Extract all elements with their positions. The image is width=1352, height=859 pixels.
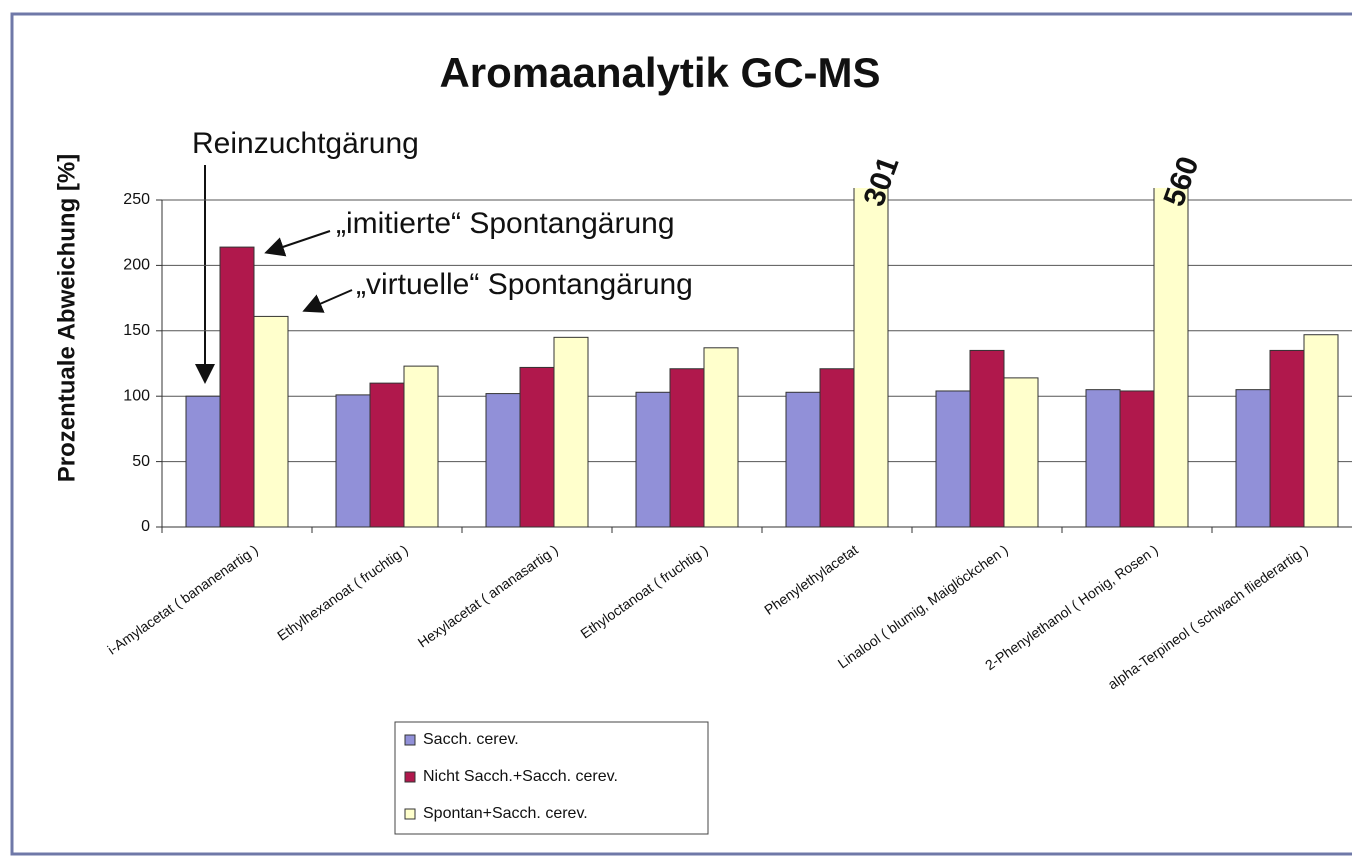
frame [10,12,1352,856]
x-tick-label: Phenylethylacetat [761,541,861,618]
bars [185,188,1339,528]
chart-title: Aromaanalytik GC-MS [439,49,880,96]
annotation-arrow [264,230,331,257]
x-tick-label: Ethylhexanoat ( fruchtig ) [274,541,411,643]
bar [703,347,739,528]
bar [219,246,255,528]
bar [1235,389,1271,528]
legend-label: Sacch. cerev. [423,731,519,748]
y-tick-label: 100 [123,387,150,404]
bar [485,393,521,528]
bar [1153,188,1189,528]
bar [819,368,855,528]
y-tick-label: 200 [123,257,150,274]
legend-swatch [404,771,416,783]
annotation: „imitierte“ Spontangärung [336,207,675,240]
bar [635,391,671,528]
x-tick-label: Linalool ( blumig, Maiglöckchen ) [835,541,1011,671]
bar [669,368,705,528]
annotation: Reinzuchtgärung [192,127,419,160]
x-tick-label: Hexylacetat ( ananasartig ) [415,541,561,650]
bar [553,336,589,528]
legend-label: Nicht Sacch.+Sacch. cerev. [423,768,618,785]
legend-swatch [404,734,416,746]
y-tick-label: 250 [123,191,150,208]
bar [403,365,439,528]
bar [1119,390,1155,528]
legend-label: Spontan+Sacch. cerev. [423,805,588,822]
bar [519,366,555,528]
bar [969,349,1005,528]
bar [935,390,971,528]
bar [335,394,371,528]
bar [1269,349,1305,528]
legend: Sacch. cerev. Nicht Sacch.+Sacch. cerev. S… [394,721,709,835]
legend-box [394,721,709,835]
x-tick-label: i-Amylacetat ( bananenartig ) [104,541,260,657]
value-label: 301 [857,152,905,210]
bar [1003,377,1039,528]
bar [1303,334,1339,528]
annotation-arrow [302,289,353,313]
bar [853,188,889,528]
legend-swatch [404,808,416,820]
bar [185,395,221,528]
annotation: „virtuelle“ Spontangärung [356,268,693,301]
bar [1085,389,1121,528]
x-tick-label: Ethyloctanoat ( fruchtig ) [577,541,710,641]
bar [785,391,821,528]
y-tick-label: 0 [141,518,150,535]
y-tick-label: 150 [123,322,150,339]
bar [369,382,405,528]
bar [253,315,289,528]
x-tick-label: 2-Phenylethanol ( Honig, Rosen ) [982,541,1161,673]
y-tick-label: 50 [132,453,150,470]
y-axis-label: Prozentuale Abweichung [%] [53,154,80,482]
value-label: 560 [1157,152,1205,210]
